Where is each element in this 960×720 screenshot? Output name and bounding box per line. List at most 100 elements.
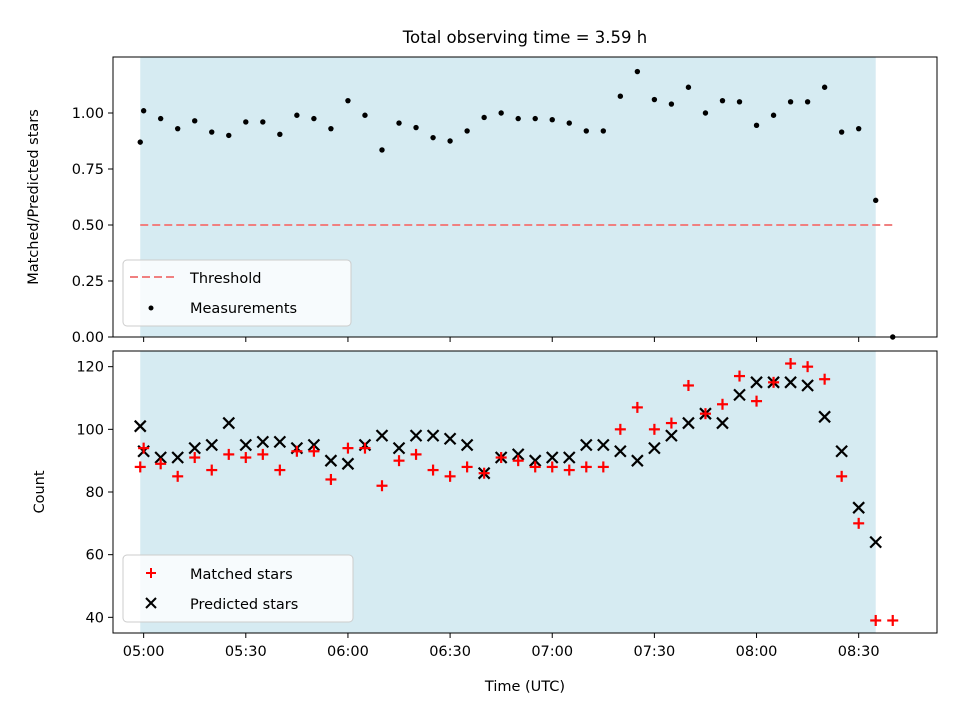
matched-star-point	[393, 455, 405, 467]
y-tick-label: 100	[76, 422, 104, 438]
matched-star-point	[478, 467, 490, 479]
predicted-star-point	[341, 457, 355, 471]
matched-star-point	[342, 442, 354, 454]
predicted-star-point	[614, 444, 627, 458]
matched-star-point	[134, 461, 146, 473]
matched-star-point	[206, 464, 218, 476]
predicted-star-point	[188, 441, 201, 455]
legend-matched-swatch	[146, 568, 156, 578]
matched-star-point	[716, 398, 728, 410]
predicted-star-point	[597, 438, 610, 452]
matched-star-point	[495, 452, 507, 464]
measurement-point	[787, 99, 794, 105]
measurement-point	[140, 108, 147, 114]
measurement-point	[736, 99, 743, 105]
matched-star-point	[308, 445, 320, 457]
measurement-point	[481, 114, 487, 121]
measurement-point	[174, 125, 181, 132]
predicted-star-point	[409, 429, 423, 442]
predicted-star-point	[239, 438, 253, 452]
bottom-y-axis-label: Count	[32, 470, 48, 513]
measurement-point	[413, 124, 419, 131]
matched-star-point	[189, 452, 201, 464]
measurement-point	[294, 112, 300, 118]
measurement-point	[583, 128, 589, 134]
predicted-star-point	[648, 441, 661, 455]
predicted-star-point	[443, 432, 457, 446]
matched-star-point	[325, 473, 337, 485]
matched-star-point	[444, 470, 456, 482]
predicted-star-point	[545, 451, 559, 464]
matched-star-point	[240, 452, 252, 464]
matched-star-point	[597, 461, 609, 473]
matched-star-point	[734, 370, 746, 382]
predicted-star-point	[324, 454, 338, 467]
matched-star-point	[887, 614, 899, 626]
measurement-point	[362, 112, 368, 118]
predicted-stars-points	[133, 376, 882, 549]
measurement-point	[137, 139, 143, 145]
measurement-point	[328, 125, 334, 132]
measurement-point	[719, 97, 726, 104]
predicted-star-point	[460, 438, 474, 452]
measurement-point	[702, 110, 709, 116]
legend-predicted-label: Predicted stars	[190, 597, 298, 613]
x-tick-label: 07:00	[531, 644, 573, 660]
matched-star-point	[802, 361, 814, 373]
bottom-x-axis-ticks: 05:00 05:30 06:00 06:30 07:00 07:30 08:00 08:30	[123, 633, 880, 660]
chart-title: Total observing time = 3.59 h	[402, 28, 647, 47]
matched-star-point	[580, 461, 592, 473]
bottom-legend-box	[122, 554, 354, 623]
bottom-legend: Matched stars Predicted stars	[122, 554, 354, 623]
predicted-star-point	[528, 454, 542, 467]
x-tick-label: 06:30	[429, 644, 471, 660]
measurement-point	[600, 128, 607, 134]
top-y-axis-ticks: 0.00 0.25 0.50 0.75 1.00	[72, 106, 113, 346]
matched-star-point	[291, 445, 303, 457]
matched-star-point	[768, 376, 780, 388]
measurement-point	[855, 125, 862, 132]
matched-star-point	[699, 408, 711, 420]
predicted-star-point	[511, 448, 525, 461]
bottom-x-axis-label: Time (UTC)	[484, 679, 565, 695]
measurement-point	[192, 118, 198, 124]
x-tick-label: 05:30	[225, 644, 267, 660]
measurement-point	[447, 138, 453, 144]
predicted-star-point	[171, 451, 184, 464]
measurement-points	[137, 68, 896, 340]
legend-measurements-swatch	[148, 305, 154, 311]
matched-star-point	[359, 442, 371, 454]
x-tick-label: 05:00	[123, 644, 165, 660]
measurement-point	[464, 128, 470, 134]
matched-star-point	[427, 464, 439, 476]
matched-star-point	[665, 417, 677, 429]
measurement-point	[617, 93, 624, 99]
matched-star-point	[155, 458, 167, 470]
matched-star-point	[819, 373, 831, 385]
predicted-star-point	[682, 416, 695, 430]
predicted-star-point	[562, 451, 576, 464]
matched-star-point	[751, 395, 763, 407]
matched-stars-points	[134, 358, 899, 626]
measurement-point	[532, 115, 538, 122]
predicted-star-point	[307, 438, 321, 452]
x-tick-label: 08:00	[736, 644, 778, 660]
measurement-point	[396, 120, 402, 126]
y-tick-label: 40	[86, 610, 104, 626]
predicted-star-point	[750, 376, 763, 389]
y-tick-label: 1.00	[72, 106, 104, 122]
predicted-star-point	[631, 454, 644, 467]
measurement-point	[821, 84, 828, 90]
matched-star-point	[563, 464, 575, 476]
predicted-star-point	[665, 429, 678, 442]
measurement-point	[243, 119, 249, 125]
measurement-point	[345, 97, 351, 104]
measurement-point	[838, 129, 845, 135]
matched-star-point	[274, 464, 286, 476]
top-legend-box	[122, 259, 352, 327]
predicted-star-point	[256, 435, 270, 449]
predicted-star-point	[375, 429, 389, 442]
measurement-point	[379, 147, 385, 153]
matched-star-point	[785, 358, 797, 370]
